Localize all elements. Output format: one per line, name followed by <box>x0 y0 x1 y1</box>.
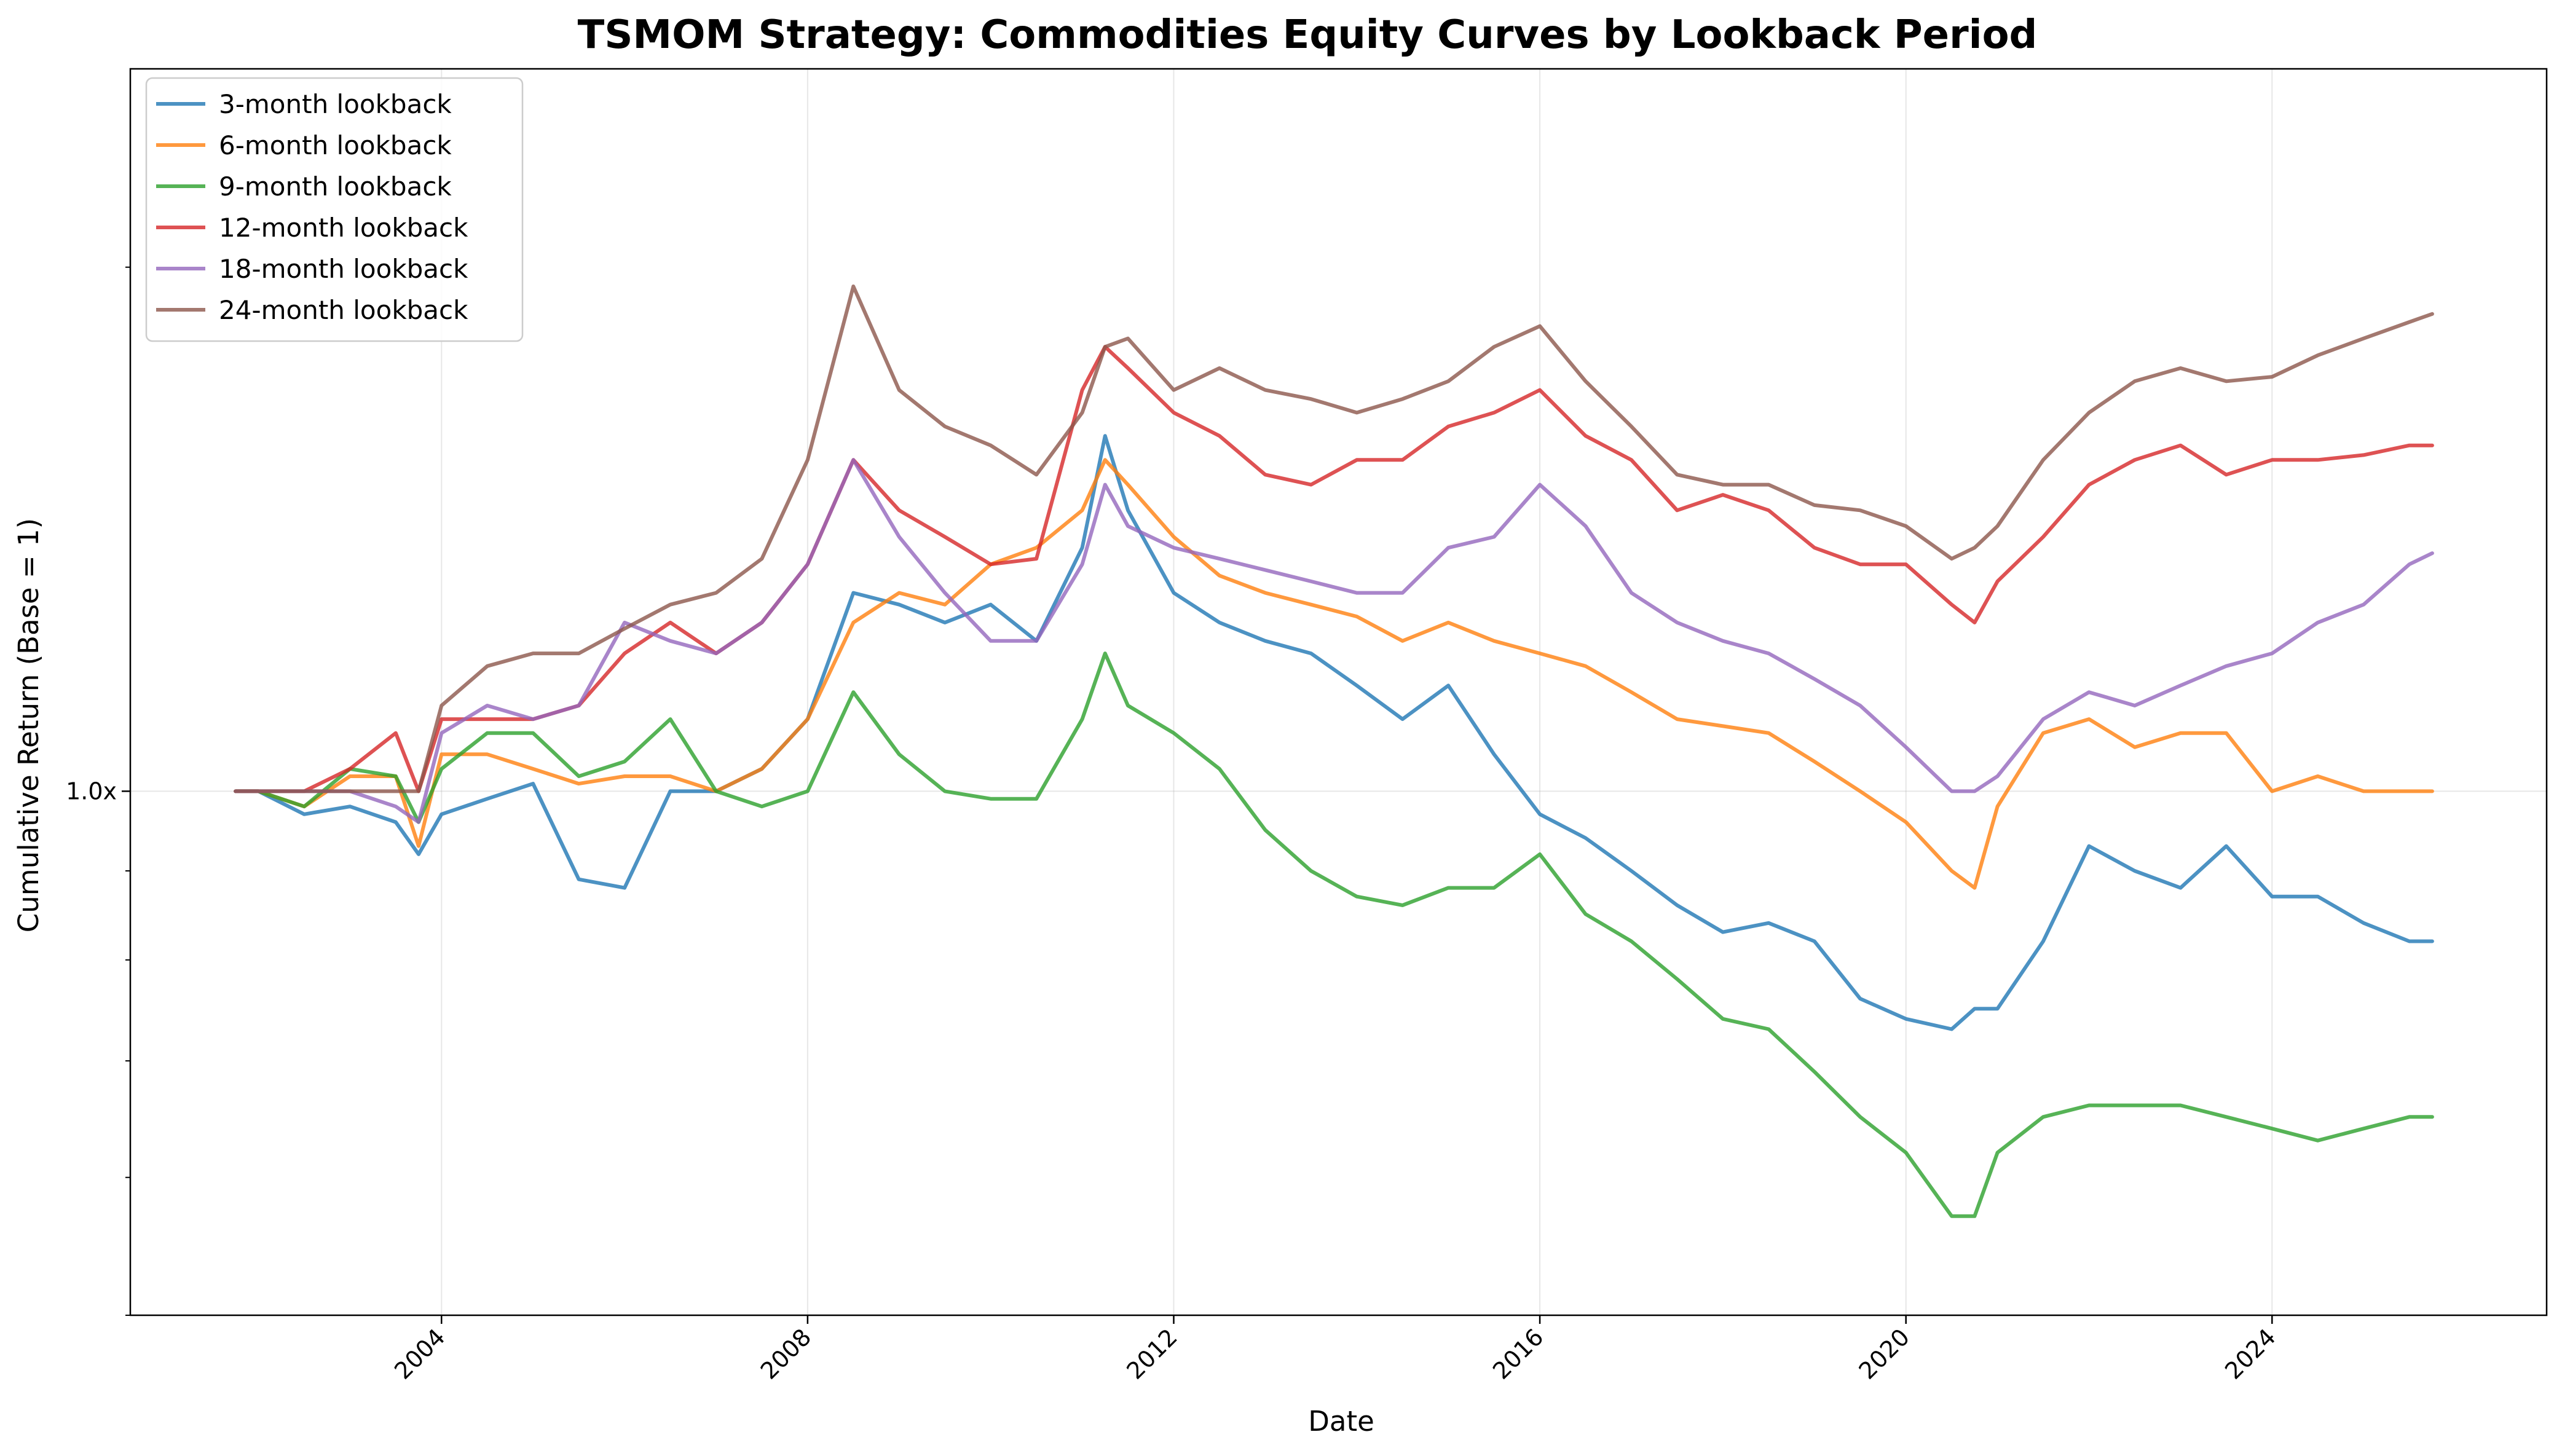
legend-label: 24-month lookback <box>219 295 468 325</box>
series-line-5 <box>234 458 2434 824</box>
series-line-1 <box>234 434 2434 1031</box>
legend-label: 12-month lookback <box>219 213 468 243</box>
legend-box <box>145 77 524 342</box>
series-line-3 <box>234 651 2434 1218</box>
legend-label: 6-month lookback <box>219 130 452 160</box>
legend: 3-month lookback 6-month lookback 9-month … <box>145 77 524 342</box>
legend-label: 18-month lookback <box>219 254 468 284</box>
legend-label: 3-month lookback <box>219 89 452 119</box>
legend-label: 9-month lookback <box>219 171 452 202</box>
chart-title: TSMOM Strategy: Commodities Equity Curve… <box>578 12 2038 58</box>
series-lines <box>234 284 2434 1218</box>
x-axis-label: Date <box>1308 1405 1374 1438</box>
series-line-2 <box>234 458 2434 890</box>
y-tick-label: 1.0x <box>66 777 117 805</box>
series-line-6 <box>234 284 2434 793</box>
plot-frame <box>129 68 2548 1316</box>
y-axis-label: Cumulative Return (Base = 1) <box>12 518 45 932</box>
